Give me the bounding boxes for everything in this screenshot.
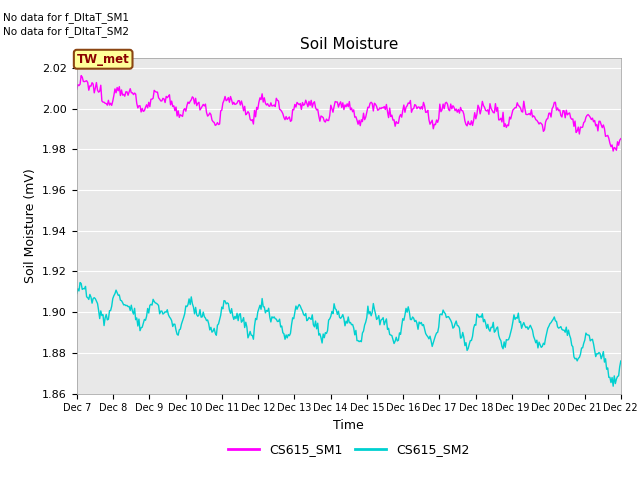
X-axis label: Time: Time: [333, 419, 364, 432]
Title: Soil Moisture: Soil Moisture: [300, 37, 398, 52]
Text: TW_met: TW_met: [77, 53, 129, 66]
Y-axis label: Soil Moisture (mV): Soil Moisture (mV): [24, 168, 36, 283]
Legend: CS615_SM1, CS615_SM2: CS615_SM1, CS615_SM2: [223, 438, 475, 461]
Text: No data for f_DltaT_SM1: No data for f_DltaT_SM1: [3, 12, 129, 23]
Text: No data for f_DltaT_SM2: No data for f_DltaT_SM2: [3, 26, 129, 37]
